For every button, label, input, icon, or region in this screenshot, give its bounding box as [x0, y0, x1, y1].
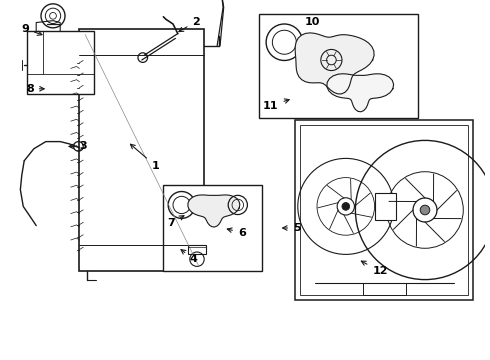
- Text: 1: 1: [130, 144, 159, 171]
- Text: 4: 4: [181, 249, 197, 264]
- Circle shape: [342, 203, 350, 210]
- Text: 3: 3: [69, 141, 87, 152]
- Polygon shape: [327, 74, 393, 112]
- Text: 8: 8: [26, 84, 44, 94]
- Text: 11: 11: [263, 99, 289, 111]
- Bar: [188, 245, 206, 255]
- Bar: [375, 193, 396, 220]
- Text: 9: 9: [21, 24, 42, 35]
- Bar: [79, 29, 204, 271]
- Polygon shape: [188, 195, 240, 227]
- Text: 12: 12: [361, 261, 388, 276]
- Text: 6: 6: [227, 228, 245, 238]
- Bar: [26, 31, 94, 94]
- Bar: [259, 14, 418, 118]
- Text: 5: 5: [283, 223, 301, 233]
- Text: 7: 7: [168, 216, 184, 228]
- Bar: [163, 185, 262, 271]
- Text: 10: 10: [304, 17, 320, 27]
- Bar: [295, 120, 473, 300]
- Text: 2: 2: [179, 17, 200, 32]
- Polygon shape: [295, 33, 374, 94]
- Circle shape: [420, 205, 430, 215]
- Bar: [363, 283, 406, 295]
- Bar: [300, 125, 468, 295]
